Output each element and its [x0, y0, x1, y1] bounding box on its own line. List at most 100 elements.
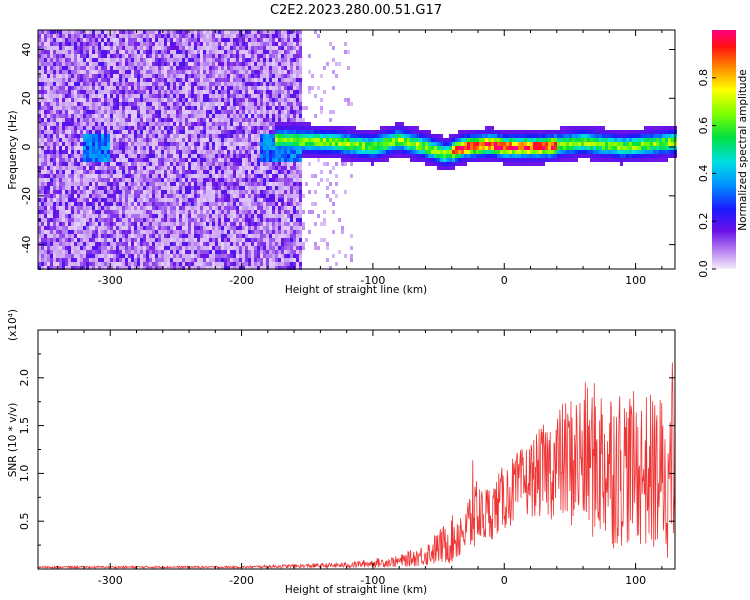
heatmap-cell [59, 202, 62, 206]
heatmap-cell [209, 146, 212, 150]
heatmap-cell [122, 154, 125, 158]
heatmap-cell [77, 50, 80, 54]
heatmap-cell [44, 258, 47, 262]
heatmap-cell [74, 58, 77, 62]
heatmap-cell [110, 222, 113, 226]
heatmap-cell [143, 178, 146, 182]
heatmap-cell [272, 146, 275, 150]
heatmap-cell [143, 146, 146, 150]
heatmap-cell [203, 242, 206, 246]
heatmap-cell [134, 198, 137, 202]
heatmap-cell [269, 66, 272, 70]
heatmap-cell [197, 230, 200, 234]
heatmap-cell [122, 46, 125, 50]
heatmap-cell [128, 238, 131, 242]
heatmap-cell [143, 154, 146, 158]
heatmap-cell [287, 86, 290, 90]
heatmap-cell [116, 194, 119, 198]
heatmap-cell [194, 170, 197, 174]
heatmap-cell [113, 50, 116, 54]
heatmap-cell [251, 54, 254, 58]
heatmap-cell [197, 218, 200, 222]
heatmap-cell [224, 202, 227, 206]
heatmap-cell [281, 218, 284, 222]
heatmap-cell [254, 138, 257, 142]
heatmap-cell [173, 250, 176, 254]
heatmap-cell [182, 162, 185, 166]
heatmap-cell [146, 174, 149, 178]
heatmap-cell [257, 178, 260, 182]
heatmap-cell [182, 114, 185, 118]
heatmap-cell [260, 106, 263, 110]
heatmap-cell [98, 146, 101, 150]
heatmap-cell [164, 122, 167, 126]
heatmap-cell [125, 114, 128, 118]
heatmap-cell [164, 54, 167, 58]
heatmap-cell [119, 206, 122, 210]
heatmap-cell [110, 54, 113, 58]
heatmap-cell [212, 90, 215, 94]
heatmap-cell [215, 62, 218, 66]
heatmap-cell [203, 262, 206, 266]
heatmap-cell [179, 130, 182, 134]
heatmap-cell [74, 102, 77, 106]
heatmap-cell [164, 58, 167, 62]
heatmap-cell [77, 186, 80, 190]
heatmap-cell [119, 266, 122, 270]
heatmap-cell [161, 254, 164, 258]
heatmap-cell [119, 138, 122, 142]
heatmap-cell [134, 82, 137, 86]
heatmap-cell [146, 70, 149, 74]
heatmap-cell [164, 226, 167, 230]
heatmap-cell [245, 150, 248, 154]
heatmap-cell [59, 130, 62, 134]
heatmap-cell [281, 138, 284, 142]
heatmap-cell [254, 182, 257, 186]
heatmap-cell [155, 226, 158, 230]
heatmap-cell [74, 118, 77, 122]
heatmap-cell [203, 214, 206, 218]
heatmap-cell [281, 86, 284, 90]
heatmap-cell [155, 182, 158, 186]
heatmap-cell [248, 42, 251, 46]
heatmap-cell [227, 94, 230, 98]
heatmap-cell [125, 50, 128, 54]
heatmap-cell [263, 242, 266, 246]
heatmap-cell [248, 130, 251, 134]
heatmap-cell [185, 74, 188, 78]
heatmap-cell [104, 130, 107, 134]
heatmap-cell [266, 38, 269, 42]
heatmap-cell [281, 98, 284, 102]
heatmap-cell [92, 42, 95, 46]
heatmap-cell [218, 158, 221, 162]
heatmap-cell [146, 42, 149, 46]
heatmap-cell [254, 218, 257, 222]
heatmap-cell [275, 166, 278, 170]
heatmap-cell [98, 74, 101, 78]
heatmap-cell [38, 146, 41, 150]
heatmap-cell [140, 42, 143, 46]
heatmap-cell [119, 162, 122, 166]
heatmap-cell [113, 62, 116, 66]
heatmap-cell [146, 102, 149, 106]
heatmap-cell [134, 126, 137, 130]
heatmap-cell [149, 238, 152, 242]
heatmap-cell [122, 82, 125, 86]
heatmap-cell [80, 34, 83, 38]
heatmap-cell [152, 186, 155, 190]
heatmap-cell [179, 174, 182, 178]
heatmap-cell [173, 114, 176, 118]
heatmap-cell [134, 78, 137, 82]
heatmap-cell [188, 130, 191, 134]
heatmap-cell [269, 234, 272, 238]
heatmap-cell [137, 66, 140, 70]
heatmap-cell [182, 190, 185, 194]
heatmap-cell [230, 66, 233, 70]
heatmap-cell [233, 218, 236, 222]
heatmap-cell [191, 258, 194, 262]
heatmap-cell [179, 190, 182, 194]
heatmap-cell [122, 38, 125, 42]
heatmap-cell [260, 78, 263, 82]
heatmap-cell [68, 250, 71, 254]
heatmap-cell [62, 126, 65, 130]
